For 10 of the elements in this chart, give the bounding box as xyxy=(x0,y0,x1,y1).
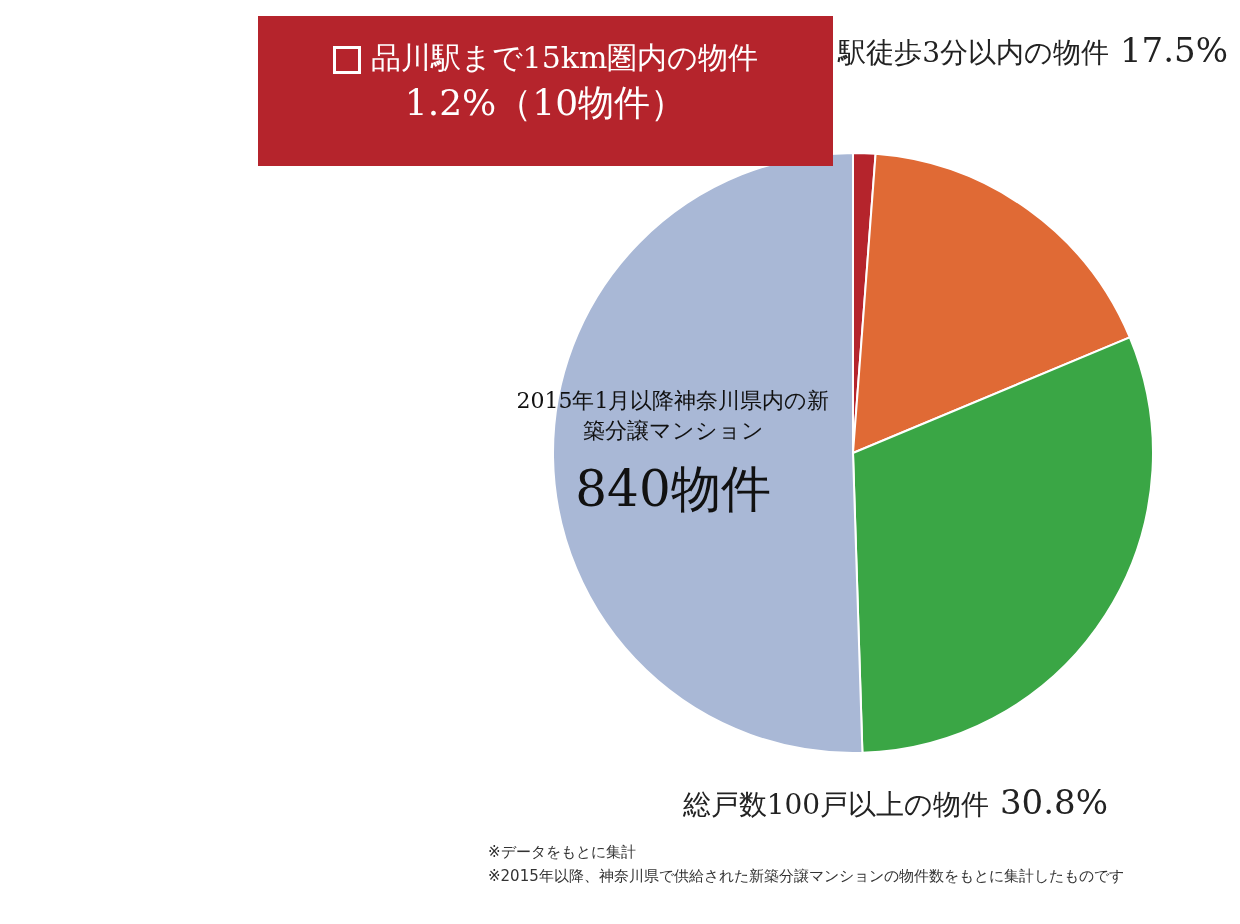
slice-label: 2015年1月以降神奈川県内の新築分譲マンション xyxy=(516,388,830,443)
slice-label: 総戸数100戸以上の物件 xyxy=(682,788,990,821)
slice-label: 駅徒歩3分以内の物件 xyxy=(838,36,1110,69)
data-label: 30.8% xyxy=(999,782,1108,822)
text: ※データをもとに集計 xyxy=(488,842,637,863)
data-label: 17.5% xyxy=(1119,30,1228,70)
data-label: 1.2%（10物件） xyxy=(403,80,688,125)
text: 840物件 xyxy=(574,459,772,520)
legend-label: 品川駅まで15km圏内の物件 xyxy=(370,40,759,75)
text: ※2015年以降、神奈川県で供給された新築分譲マンションの物件数をもとに集計したものです xyxy=(488,866,1125,887)
